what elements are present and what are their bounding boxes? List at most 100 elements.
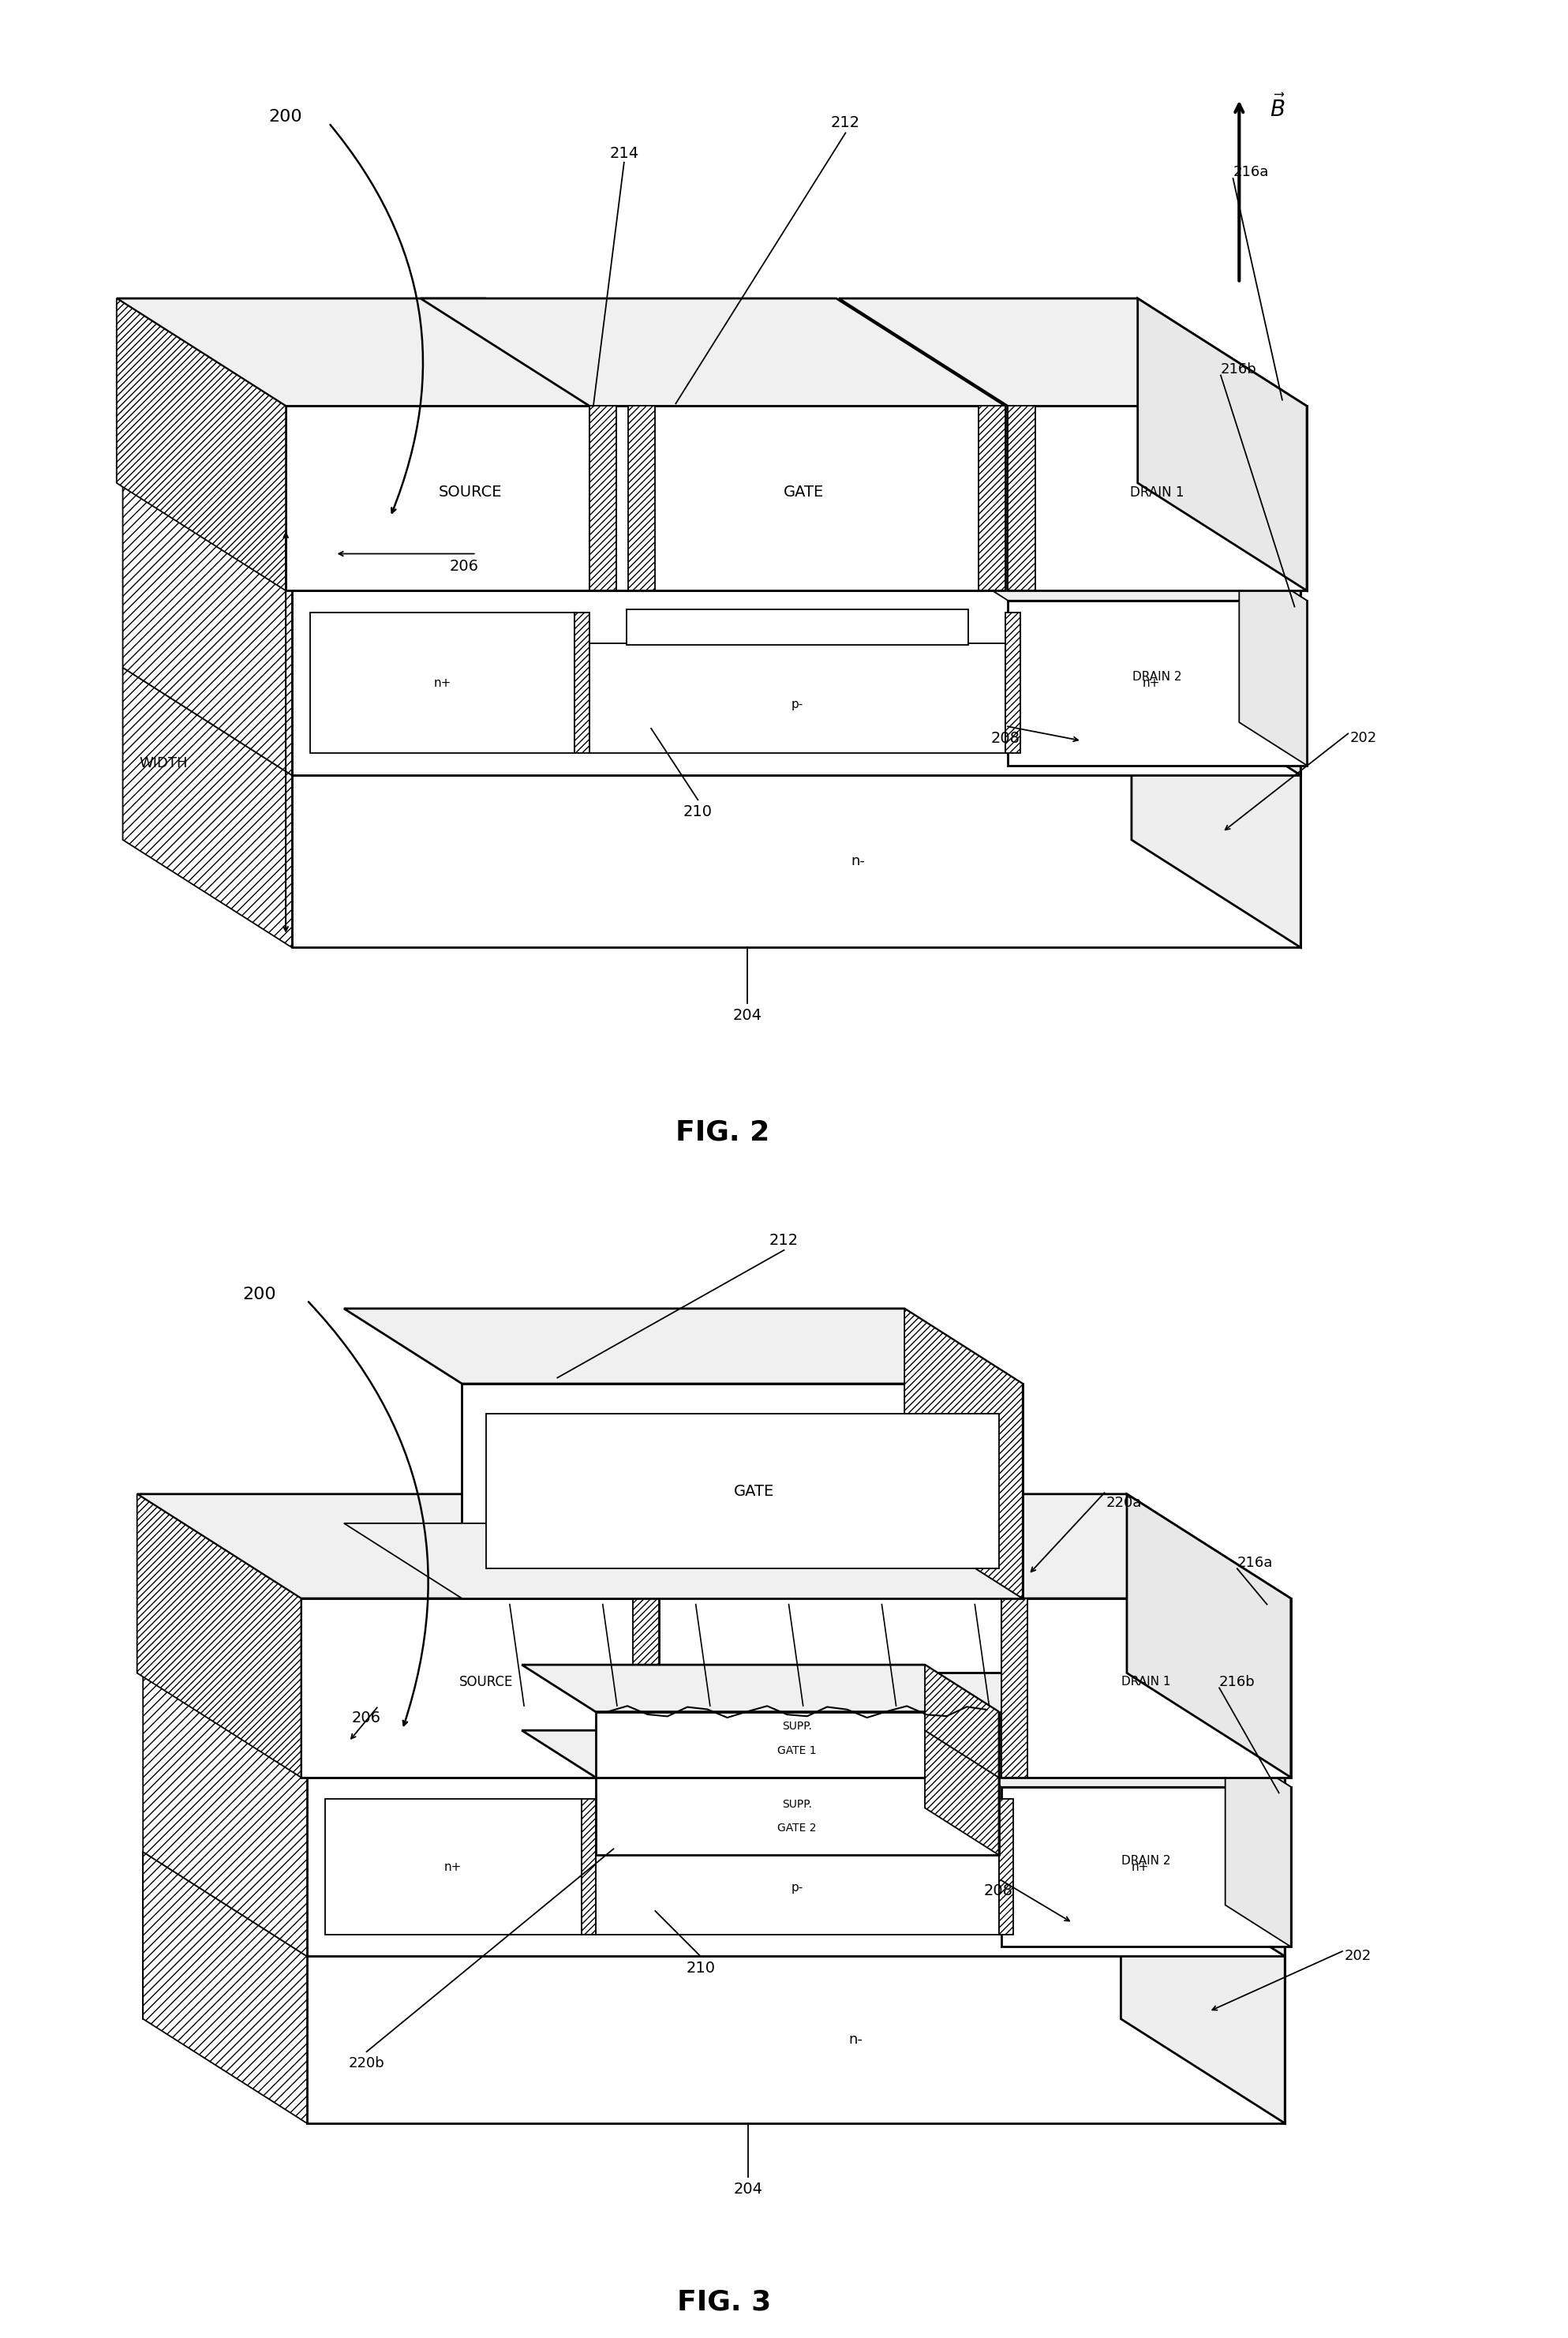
Text: 220b: 220b <box>348 2057 384 2071</box>
Polygon shape <box>590 407 616 592</box>
Polygon shape <box>143 1674 307 1957</box>
Polygon shape <box>143 1674 1284 1777</box>
Text: 206: 206 <box>450 559 478 573</box>
Text: n+: n+ <box>434 678 452 690</box>
Polygon shape <box>925 1730 999 1854</box>
Polygon shape <box>1225 1744 1290 1948</box>
Text: 216a: 216a <box>1237 1555 1273 1569</box>
Text: DRAIN 2: DRAIN 2 <box>1132 671 1182 683</box>
Polygon shape <box>582 1798 596 1936</box>
Polygon shape <box>627 610 969 645</box>
Polygon shape <box>839 299 1306 407</box>
Text: 214: 214 <box>610 147 638 161</box>
Polygon shape <box>122 669 1132 839</box>
Text: GATE 2: GATE 2 <box>778 1824 817 1833</box>
Polygon shape <box>1000 1599 1290 1777</box>
Polygon shape <box>325 1798 582 1936</box>
Polygon shape <box>1132 484 1301 776</box>
Polygon shape <box>941 556 1306 601</box>
Polygon shape <box>116 299 285 592</box>
Polygon shape <box>575 613 590 753</box>
Text: 202: 202 <box>1350 732 1377 746</box>
Text: GATE 1: GATE 1 <box>778 1744 817 1756</box>
Polygon shape <box>122 484 1301 592</box>
Polygon shape <box>143 1852 1121 2020</box>
Text: 212: 212 <box>770 1232 798 1248</box>
Text: 202: 202 <box>1344 1950 1372 1964</box>
Polygon shape <box>596 1777 999 1854</box>
Polygon shape <box>925 1665 999 1777</box>
Polygon shape <box>486 1414 999 1569</box>
Text: p-: p- <box>792 699 803 711</box>
Text: GATE: GATE <box>784 484 823 500</box>
Polygon shape <box>522 1665 999 1711</box>
Text: FIG. 2: FIG. 2 <box>676 1118 770 1146</box>
Polygon shape <box>122 669 1301 776</box>
Polygon shape <box>1008 601 1306 765</box>
Polygon shape <box>1000 1786 1290 1948</box>
Text: n+: n+ <box>444 1861 463 1873</box>
Polygon shape <box>143 1852 307 2123</box>
Polygon shape <box>1000 1599 1027 1777</box>
Polygon shape <box>1008 407 1035 592</box>
Polygon shape <box>136 1494 301 1777</box>
Text: 208: 208 <box>991 732 1021 746</box>
Polygon shape <box>1138 299 1306 592</box>
Polygon shape <box>1239 556 1306 765</box>
Text: n+: n+ <box>1131 1861 1149 1873</box>
Polygon shape <box>136 1494 659 1599</box>
Polygon shape <box>1005 613 1021 753</box>
Polygon shape <box>1127 1494 1290 1777</box>
Text: 220a: 220a <box>1105 1496 1142 1510</box>
Text: $\vec{B}$: $\vec{B}$ <box>1270 96 1286 122</box>
Polygon shape <box>116 299 655 407</box>
Polygon shape <box>978 407 1005 592</box>
Polygon shape <box>285 407 655 592</box>
Text: 216a: 216a <box>1232 166 1269 180</box>
Polygon shape <box>1132 669 1301 947</box>
Polygon shape <box>596 1711 999 1777</box>
Text: 210: 210 <box>685 1962 715 1976</box>
Polygon shape <box>632 1599 659 1777</box>
Polygon shape <box>301 1599 659 1777</box>
Text: 200: 200 <box>270 110 303 124</box>
Text: n+: n+ <box>1143 678 1160 690</box>
Polygon shape <box>143 1852 1284 1957</box>
Polygon shape <box>837 1494 1290 1599</box>
Polygon shape <box>307 1957 1284 2123</box>
Polygon shape <box>420 299 1005 407</box>
Text: DRAIN 2: DRAIN 2 <box>1121 1854 1171 1866</box>
Text: 216b: 216b <box>1220 1674 1256 1688</box>
Text: WIDTH: WIDTH <box>140 755 187 769</box>
Text: 212: 212 <box>831 115 861 131</box>
Polygon shape <box>1121 1852 1284 2123</box>
Polygon shape <box>292 592 1301 776</box>
Text: SUPP.: SUPP. <box>782 1798 812 1810</box>
Text: SUPP.: SUPP. <box>782 1721 812 1732</box>
Polygon shape <box>936 1744 1290 1786</box>
Polygon shape <box>999 1798 1013 1936</box>
Polygon shape <box>122 669 292 947</box>
Polygon shape <box>905 1309 1022 1599</box>
Polygon shape <box>122 484 292 776</box>
Polygon shape <box>307 1777 1284 1957</box>
Polygon shape <box>1008 407 1306 592</box>
Text: SOURCE: SOURCE <box>459 1674 513 1688</box>
Polygon shape <box>522 1730 999 1777</box>
Text: 216b: 216b <box>1221 362 1258 376</box>
Polygon shape <box>463 1384 1022 1599</box>
Polygon shape <box>1013 1798 1267 1936</box>
Text: 204: 204 <box>734 2181 762 2195</box>
Polygon shape <box>590 643 1005 753</box>
Polygon shape <box>596 1828 999 1936</box>
Text: 210: 210 <box>684 804 712 821</box>
Text: FIG. 3: FIG. 3 <box>677 2289 771 2315</box>
Polygon shape <box>310 613 575 753</box>
Text: n-: n- <box>848 2032 862 2046</box>
Text: SOURCE: SOURCE <box>439 484 502 500</box>
Polygon shape <box>1121 1674 1284 1957</box>
Polygon shape <box>590 407 1005 592</box>
Text: DRAIN 1: DRAIN 1 <box>1131 484 1184 500</box>
Text: 200: 200 <box>243 1286 276 1302</box>
Text: GATE: GATE <box>734 1485 775 1499</box>
